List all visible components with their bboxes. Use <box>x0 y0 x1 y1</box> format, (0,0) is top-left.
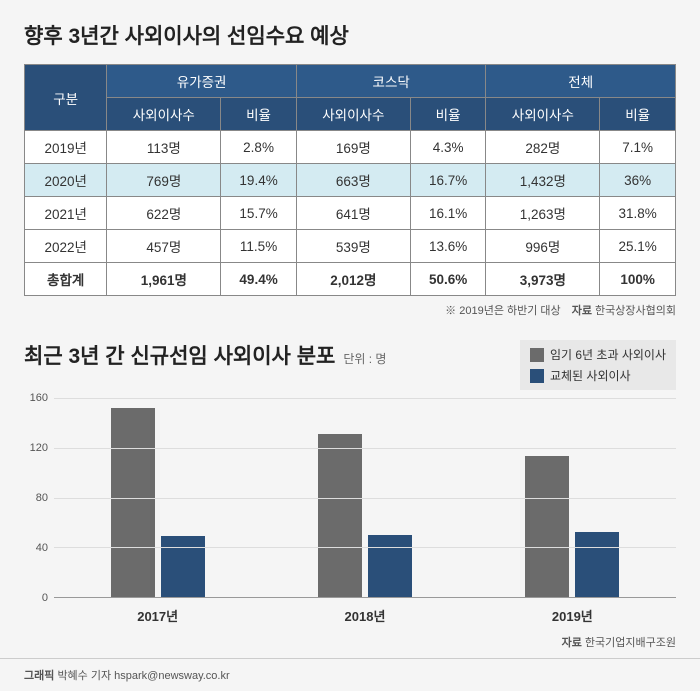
row-cell: 169명 <box>296 131 410 164</box>
chart-section: 최근 3년 간 신규선임 사외이사 분포 단위 : 명 임기 6년 초과 사외이… <box>24 340 676 650</box>
total-label: 총합계 <box>25 263 107 296</box>
table-row: 2021년622명15.7%641명16.1%1,263명31.8% <box>25 197 676 230</box>
chart-title-wrap: 최근 3년 간 신규선임 사외이사 분포 단위 : 명 <box>24 340 386 370</box>
row-cell: 113명 <box>107 131 221 164</box>
subcol-1: 비율 <box>221 98 297 131</box>
row-cell: 1,263명 <box>486 197 600 230</box>
chart-gridline <box>54 547 676 548</box>
chart-footnote-source: 한국기업지배구조원 <box>585 637 676 649</box>
row-cell: 16.7% <box>410 164 486 197</box>
chart-ylabel: 160 <box>30 392 48 404</box>
row-cell: 641명 <box>296 197 410 230</box>
legend-item-1: 교체된 사외이사 <box>530 367 666 384</box>
row-cell: 539명 <box>296 230 410 263</box>
row-cell: 622명 <box>107 197 221 230</box>
total-cell: 2,012명 <box>296 263 410 296</box>
footnote-note: ※ 2019년은 하반기 대상 <box>445 305 560 317</box>
row-year: 2021년 <box>25 197 107 230</box>
footnote-source: 한국상장사협의회 <box>595 305 676 317</box>
chart-footnote-label: 자료 <box>562 637 582 649</box>
bar <box>111 408 155 597</box>
chart-unit: 단위 : 명 <box>343 350 386 367</box>
chart-xlabel: 2017년 <box>54 606 261 625</box>
table-header-row-2: 사외이사수 비율 사외이사수 비율 사외이사수 비율 <box>25 98 676 131</box>
footnote-source-label: 자료 <box>572 305 592 317</box>
legend-label-0: 임기 6년 초과 사외이사 <box>550 346 666 363</box>
chart-footnote: 자료 한국기업지배구조원 <box>24 634 676 650</box>
row-cell: 2.8% <box>221 131 297 164</box>
chart-xlabel: 2019년 <box>469 606 676 625</box>
row-cell: 15.7% <box>221 197 297 230</box>
legend-label-1: 교체된 사외이사 <box>550 367 631 384</box>
subcol-3: 비율 <box>410 98 486 131</box>
chart-ylabel: 80 <box>36 492 48 504</box>
chart-gridline <box>54 448 676 449</box>
row-cell: 996명 <box>486 230 600 263</box>
chart-ylabel: 0 <box>42 592 48 604</box>
chart-ylabel: 120 <box>30 442 48 454</box>
chart-gridline <box>54 498 676 499</box>
col-group-0: 유가증권 <box>107 65 297 98</box>
table-row: 2019년113명2.8%169명4.3%282명7.1% <box>25 131 676 164</box>
subcol-2: 사외이사수 <box>296 98 410 131</box>
row-cell: 16.1% <box>410 197 486 230</box>
row-cell: 13.6% <box>410 230 486 263</box>
bar <box>368 535 412 597</box>
legend-swatch-0 <box>530 348 544 362</box>
chart-xlabels: 2017년2018년2019년 <box>54 606 676 625</box>
row-cell: 4.3% <box>410 131 486 164</box>
row-cell: 282명 <box>486 131 600 164</box>
total-cell: 50.6% <box>410 263 486 296</box>
row-cell: 19.4% <box>221 164 297 197</box>
chart-xlabel: 2018년 <box>261 606 468 625</box>
chart-gridline <box>54 398 676 399</box>
subcol-5: 비율 <box>600 98 676 131</box>
chart-title: 최근 3년 간 신규선임 사외이사 분포 <box>24 340 335 370</box>
table-row: 2020년769명19.4%663명16.7%1,432명36% <box>25 164 676 197</box>
row-cell: 1,432명 <box>486 164 600 197</box>
forecast-table: 구분 유가증권 코스닥 전체 사외이사수 비율 사외이사수 비율 사외이사수 비… <box>24 64 676 296</box>
bar <box>575 532 619 597</box>
subcol-4: 사외이사수 <box>486 98 600 131</box>
col-group-1: 코스닥 <box>296 65 486 98</box>
legend-item-0: 임기 6년 초과 사외이사 <box>530 346 666 363</box>
table-title: 향후 3년간 사외이사의 선임수요 예상 <box>24 20 676 50</box>
row-year: 2020년 <box>25 164 107 197</box>
table-header-row-1: 구분 유가증권 코스닥 전체 <box>25 65 676 98</box>
chart-ylabels: 04080120160 <box>24 398 52 598</box>
chart-area: 04080120160 2017년2018년2019년 <box>54 398 676 628</box>
row-year: 2022년 <box>25 230 107 263</box>
row-cell: 25.1% <box>600 230 676 263</box>
col-group-2: 전체 <box>486 65 676 98</box>
credit-bar: 그래픽 박혜수 기자 hspark@newsway.co.kr <box>0 658 700 691</box>
table-footnote: ※ 2019년은 하반기 대상 자료 한국상장사협의회 <box>24 302 676 318</box>
total-cell: 1,961명 <box>107 263 221 296</box>
subcol-0: 사외이사수 <box>107 98 221 131</box>
legend-swatch-1 <box>530 369 544 383</box>
bar <box>525 456 569 597</box>
total-cell: 3,973명 <box>486 263 600 296</box>
row-cell: 11.5% <box>221 230 297 263</box>
chart-legend: 임기 6년 초과 사외이사 교체된 사외이사 <box>520 340 676 390</box>
row-year: 2019년 <box>25 131 107 164</box>
chart-plot <box>54 398 676 598</box>
infographic-container: 향후 3년간 사외이사의 선임수요 예상 구분 유가증권 코스닥 전체 사외이사… <box>0 0 700 658</box>
chart-ylabel: 40 <box>36 542 48 554</box>
total-cell: 49.4% <box>221 263 297 296</box>
row-cell: 663명 <box>296 164 410 197</box>
total-cell: 100% <box>600 263 676 296</box>
row-cell: 7.1% <box>600 131 676 164</box>
chart-header: 최근 3년 간 신규선임 사외이사 분포 단위 : 명 임기 6년 초과 사외이… <box>24 340 676 390</box>
table-total-row: 총합계1,961명49.4%2,012명50.6%3,973명100% <box>25 263 676 296</box>
row-cell: 769명 <box>107 164 221 197</box>
group-label-header: 구분 <box>25 65 107 131</box>
row-cell: 31.8% <box>600 197 676 230</box>
row-cell: 36% <box>600 164 676 197</box>
bar <box>161 536 205 597</box>
row-cell: 457명 <box>107 230 221 263</box>
bar <box>318 434 362 597</box>
table-row: 2022년457명11.5%539명13.6%996명25.1% <box>25 230 676 263</box>
